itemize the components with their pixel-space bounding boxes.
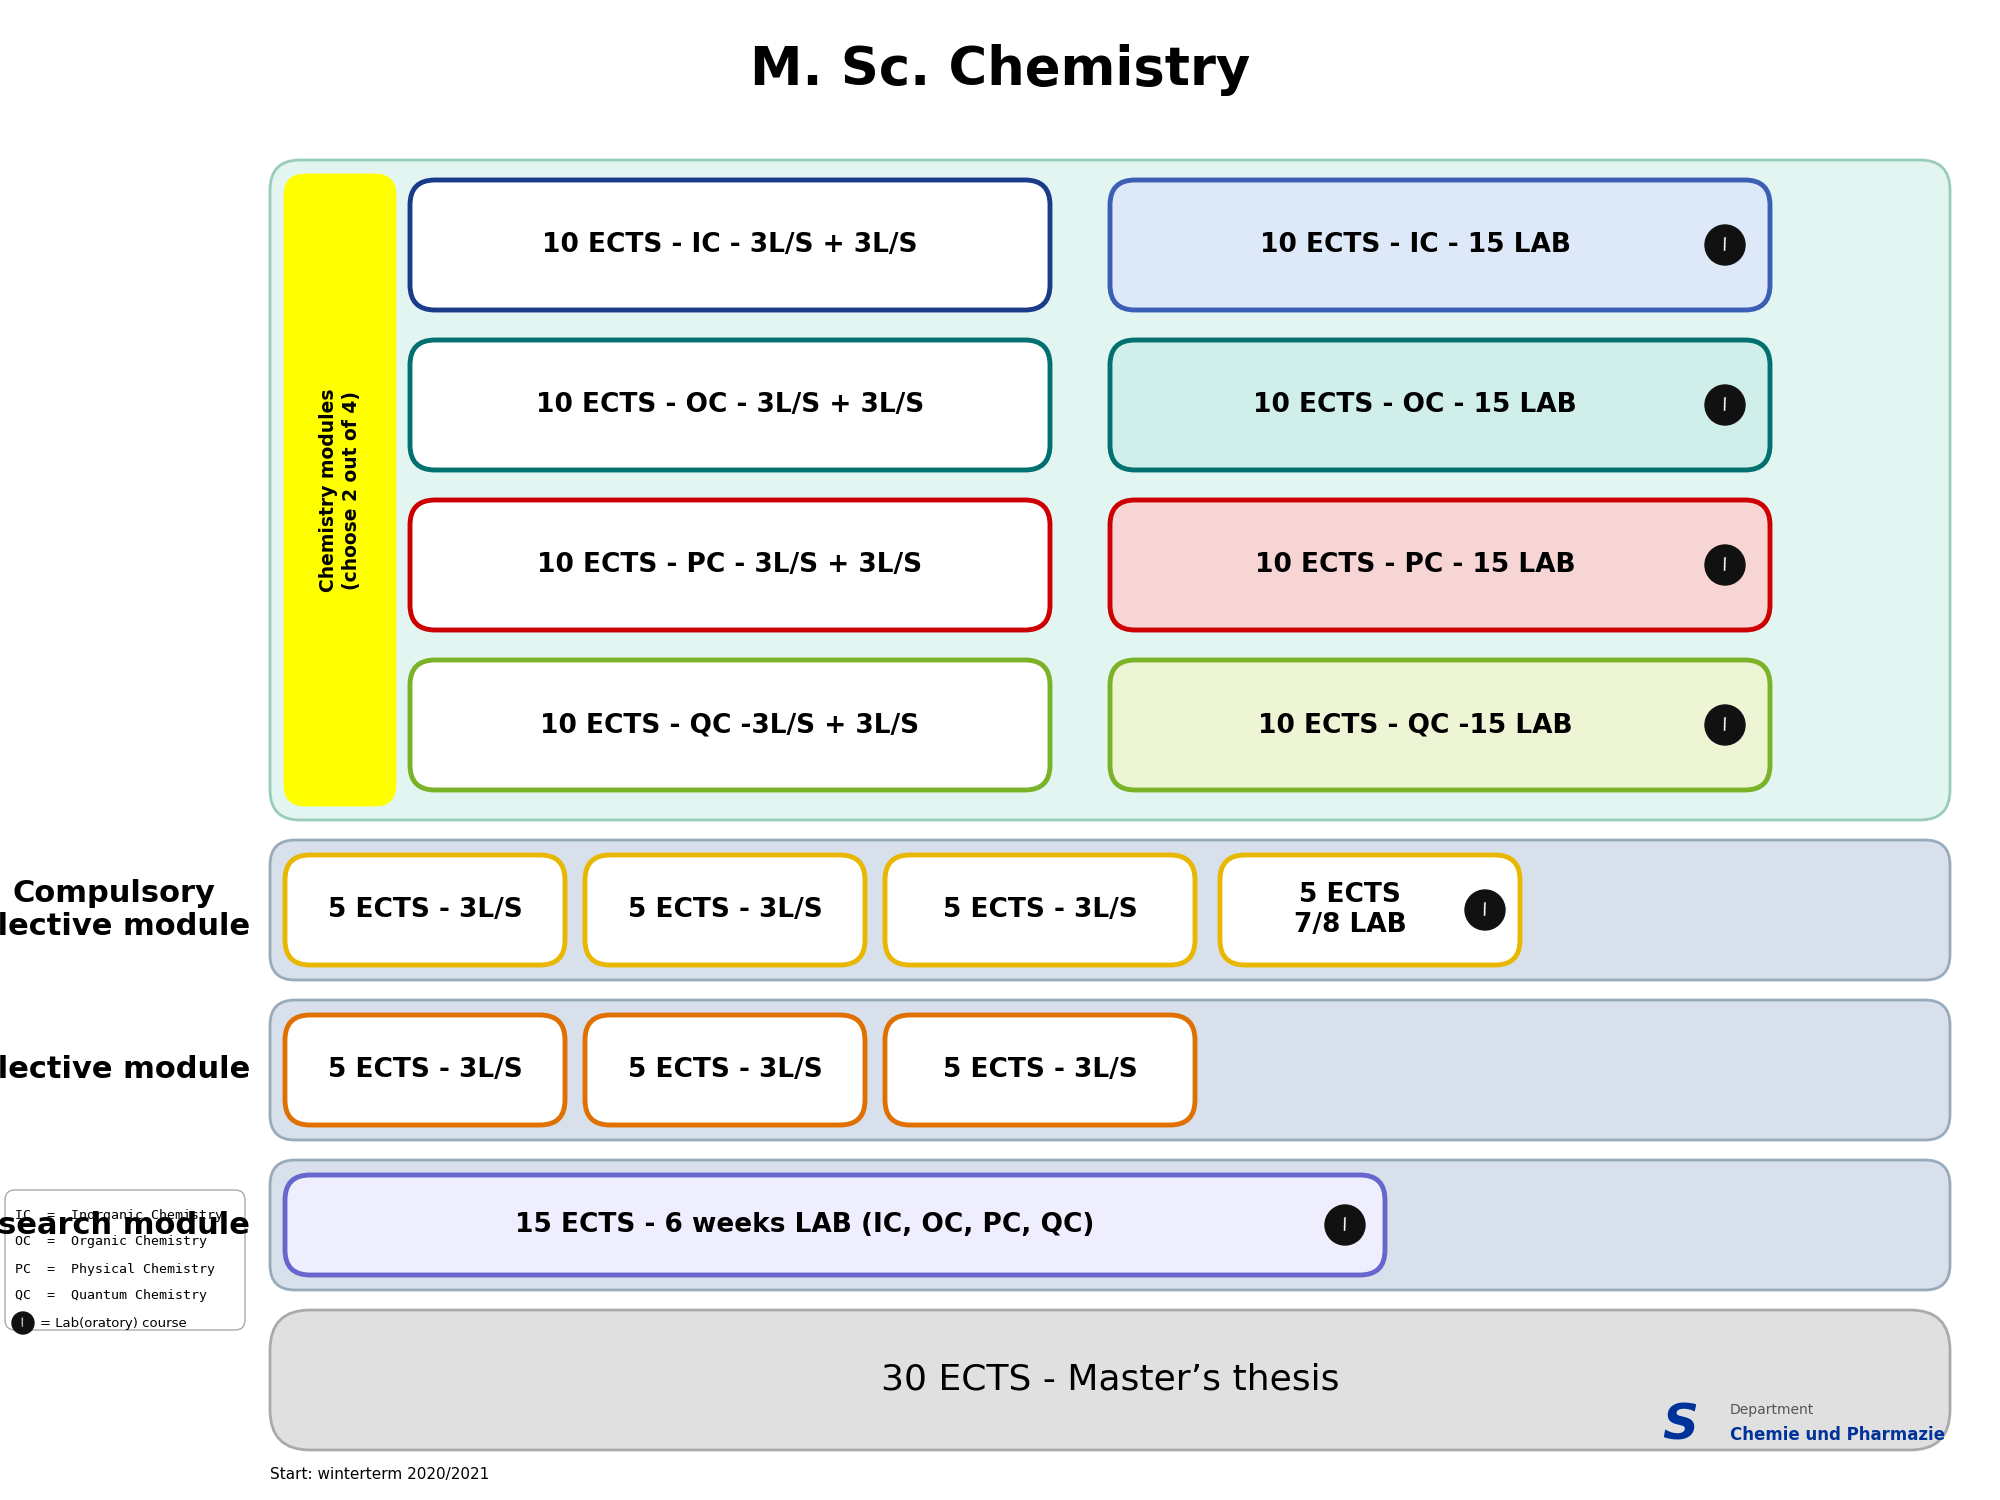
FancyBboxPatch shape [286, 176, 396, 806]
FancyBboxPatch shape [1110, 660, 1770, 790]
FancyBboxPatch shape [270, 1160, 1950, 1290]
FancyBboxPatch shape [584, 855, 864, 964]
Text: OC  =  Organic Chemistry: OC = Organic Chemistry [16, 1236, 208, 1248]
FancyBboxPatch shape [270, 1000, 1950, 1140]
Text: Research module: Research module [0, 1210, 250, 1239]
Text: /: / [1340, 1216, 1350, 1233]
FancyBboxPatch shape [410, 340, 1050, 470]
Text: 5 ECTS - 3L/S: 5 ECTS - 3L/S [628, 1058, 822, 1083]
FancyBboxPatch shape [410, 660, 1050, 790]
Circle shape [1324, 1204, 1364, 1245]
Text: /: / [1720, 398, 1730, 412]
Text: 5 ECTS - 3L/S: 5 ECTS - 3L/S [328, 1058, 522, 1083]
Text: 5 ECTS - 3L/S: 5 ECTS - 3L/S [942, 897, 1138, 922]
Circle shape [1704, 386, 1744, 424]
Text: S: S [1662, 1401, 1698, 1449]
FancyBboxPatch shape [286, 1174, 1384, 1275]
Text: 10 ECTS - IC - 15 LAB: 10 ECTS - IC - 15 LAB [1260, 232, 1570, 258]
Text: 5 ECTS - 3L/S: 5 ECTS - 3L/S [328, 897, 522, 922]
Text: Chemie und Pharmazie: Chemie und Pharmazie [1730, 1426, 1944, 1444]
Text: 5 ECTS
7/8 LAB: 5 ECTS 7/8 LAB [1294, 882, 1406, 938]
FancyBboxPatch shape [410, 500, 1050, 630]
FancyBboxPatch shape [884, 855, 1196, 964]
Circle shape [1704, 544, 1744, 585]
Text: 10 ECTS - QC -15 LAB: 10 ECTS - QC -15 LAB [1258, 712, 1572, 738]
Text: 5 ECTS - 3L/S: 5 ECTS - 3L/S [942, 1058, 1138, 1083]
Text: PC  =  Physical Chemistry: PC = Physical Chemistry [16, 1263, 216, 1275]
FancyBboxPatch shape [884, 1016, 1196, 1125]
FancyBboxPatch shape [1110, 340, 1770, 470]
Text: Elective module: Elective module [0, 1056, 250, 1084]
Text: 10 ECTS - IC - 3L/S + 3L/S: 10 ECTS - IC - 3L/S + 3L/S [542, 232, 918, 258]
FancyBboxPatch shape [584, 1016, 864, 1125]
Text: /: / [20, 1317, 26, 1329]
Text: = Lab(oratory) course: = Lab(oratory) course [40, 1317, 186, 1329]
FancyBboxPatch shape [4, 1190, 244, 1330]
Text: 30 ECTS - Master’s thesis: 30 ECTS - Master’s thesis [880, 1364, 1340, 1396]
Text: /: / [1720, 717, 1730, 734]
FancyBboxPatch shape [286, 855, 566, 964]
Text: M. Sc. Chemistry: M. Sc. Chemistry [750, 44, 1250, 96]
Text: /: / [1720, 237, 1730, 254]
Text: Chemistry modules
(choose 2 out of 4): Chemistry modules (choose 2 out of 4) [320, 388, 360, 592]
Text: 10 ECTS - PC - 3L/S + 3L/S: 10 ECTS - PC - 3L/S + 3L/S [538, 552, 922, 578]
Text: Department: Department [1730, 1402, 1814, 1417]
Text: 10 ECTS - PC - 15 LAB: 10 ECTS - PC - 15 LAB [1254, 552, 1576, 578]
Text: IC  =  Inorganic Chemistry: IC = Inorganic Chemistry [16, 1209, 224, 1221]
Circle shape [1704, 225, 1744, 266]
FancyBboxPatch shape [270, 840, 1950, 980]
Circle shape [1464, 890, 1506, 930]
Text: /: / [1720, 556, 1730, 573]
FancyBboxPatch shape [1110, 500, 1770, 630]
Text: Start: winterterm 2020/2021: Start: winterterm 2020/2021 [270, 1467, 490, 1482]
Text: 10 ECTS - OC - 3L/S + 3L/S: 10 ECTS - OC - 3L/S + 3L/S [536, 392, 924, 418]
FancyBboxPatch shape [270, 1310, 1950, 1450]
Text: Compulsory
elective module: Compulsory elective module [0, 879, 250, 942]
Text: 5 ECTS - 3L/S: 5 ECTS - 3L/S [628, 897, 822, 922]
Circle shape [1704, 705, 1744, 746]
Text: 15 ECTS - 6 weeks LAB (IC, OC, PC, QC): 15 ECTS - 6 weeks LAB (IC, OC, PC, QC) [516, 1212, 1094, 1237]
Text: QC  =  Quantum Chemistry: QC = Quantum Chemistry [16, 1290, 208, 1302]
FancyBboxPatch shape [270, 160, 1950, 821]
Text: /: / [1480, 902, 1490, 918]
Text: 10 ECTS - OC - 15 LAB: 10 ECTS - OC - 15 LAB [1254, 392, 1576, 418]
FancyBboxPatch shape [1220, 855, 1520, 964]
FancyBboxPatch shape [1110, 180, 1770, 310]
FancyBboxPatch shape [286, 1016, 566, 1125]
Text: 10 ECTS - QC -3L/S + 3L/S: 10 ECTS - QC -3L/S + 3L/S [540, 712, 920, 738]
Circle shape [12, 1312, 34, 1334]
FancyBboxPatch shape [410, 180, 1050, 310]
